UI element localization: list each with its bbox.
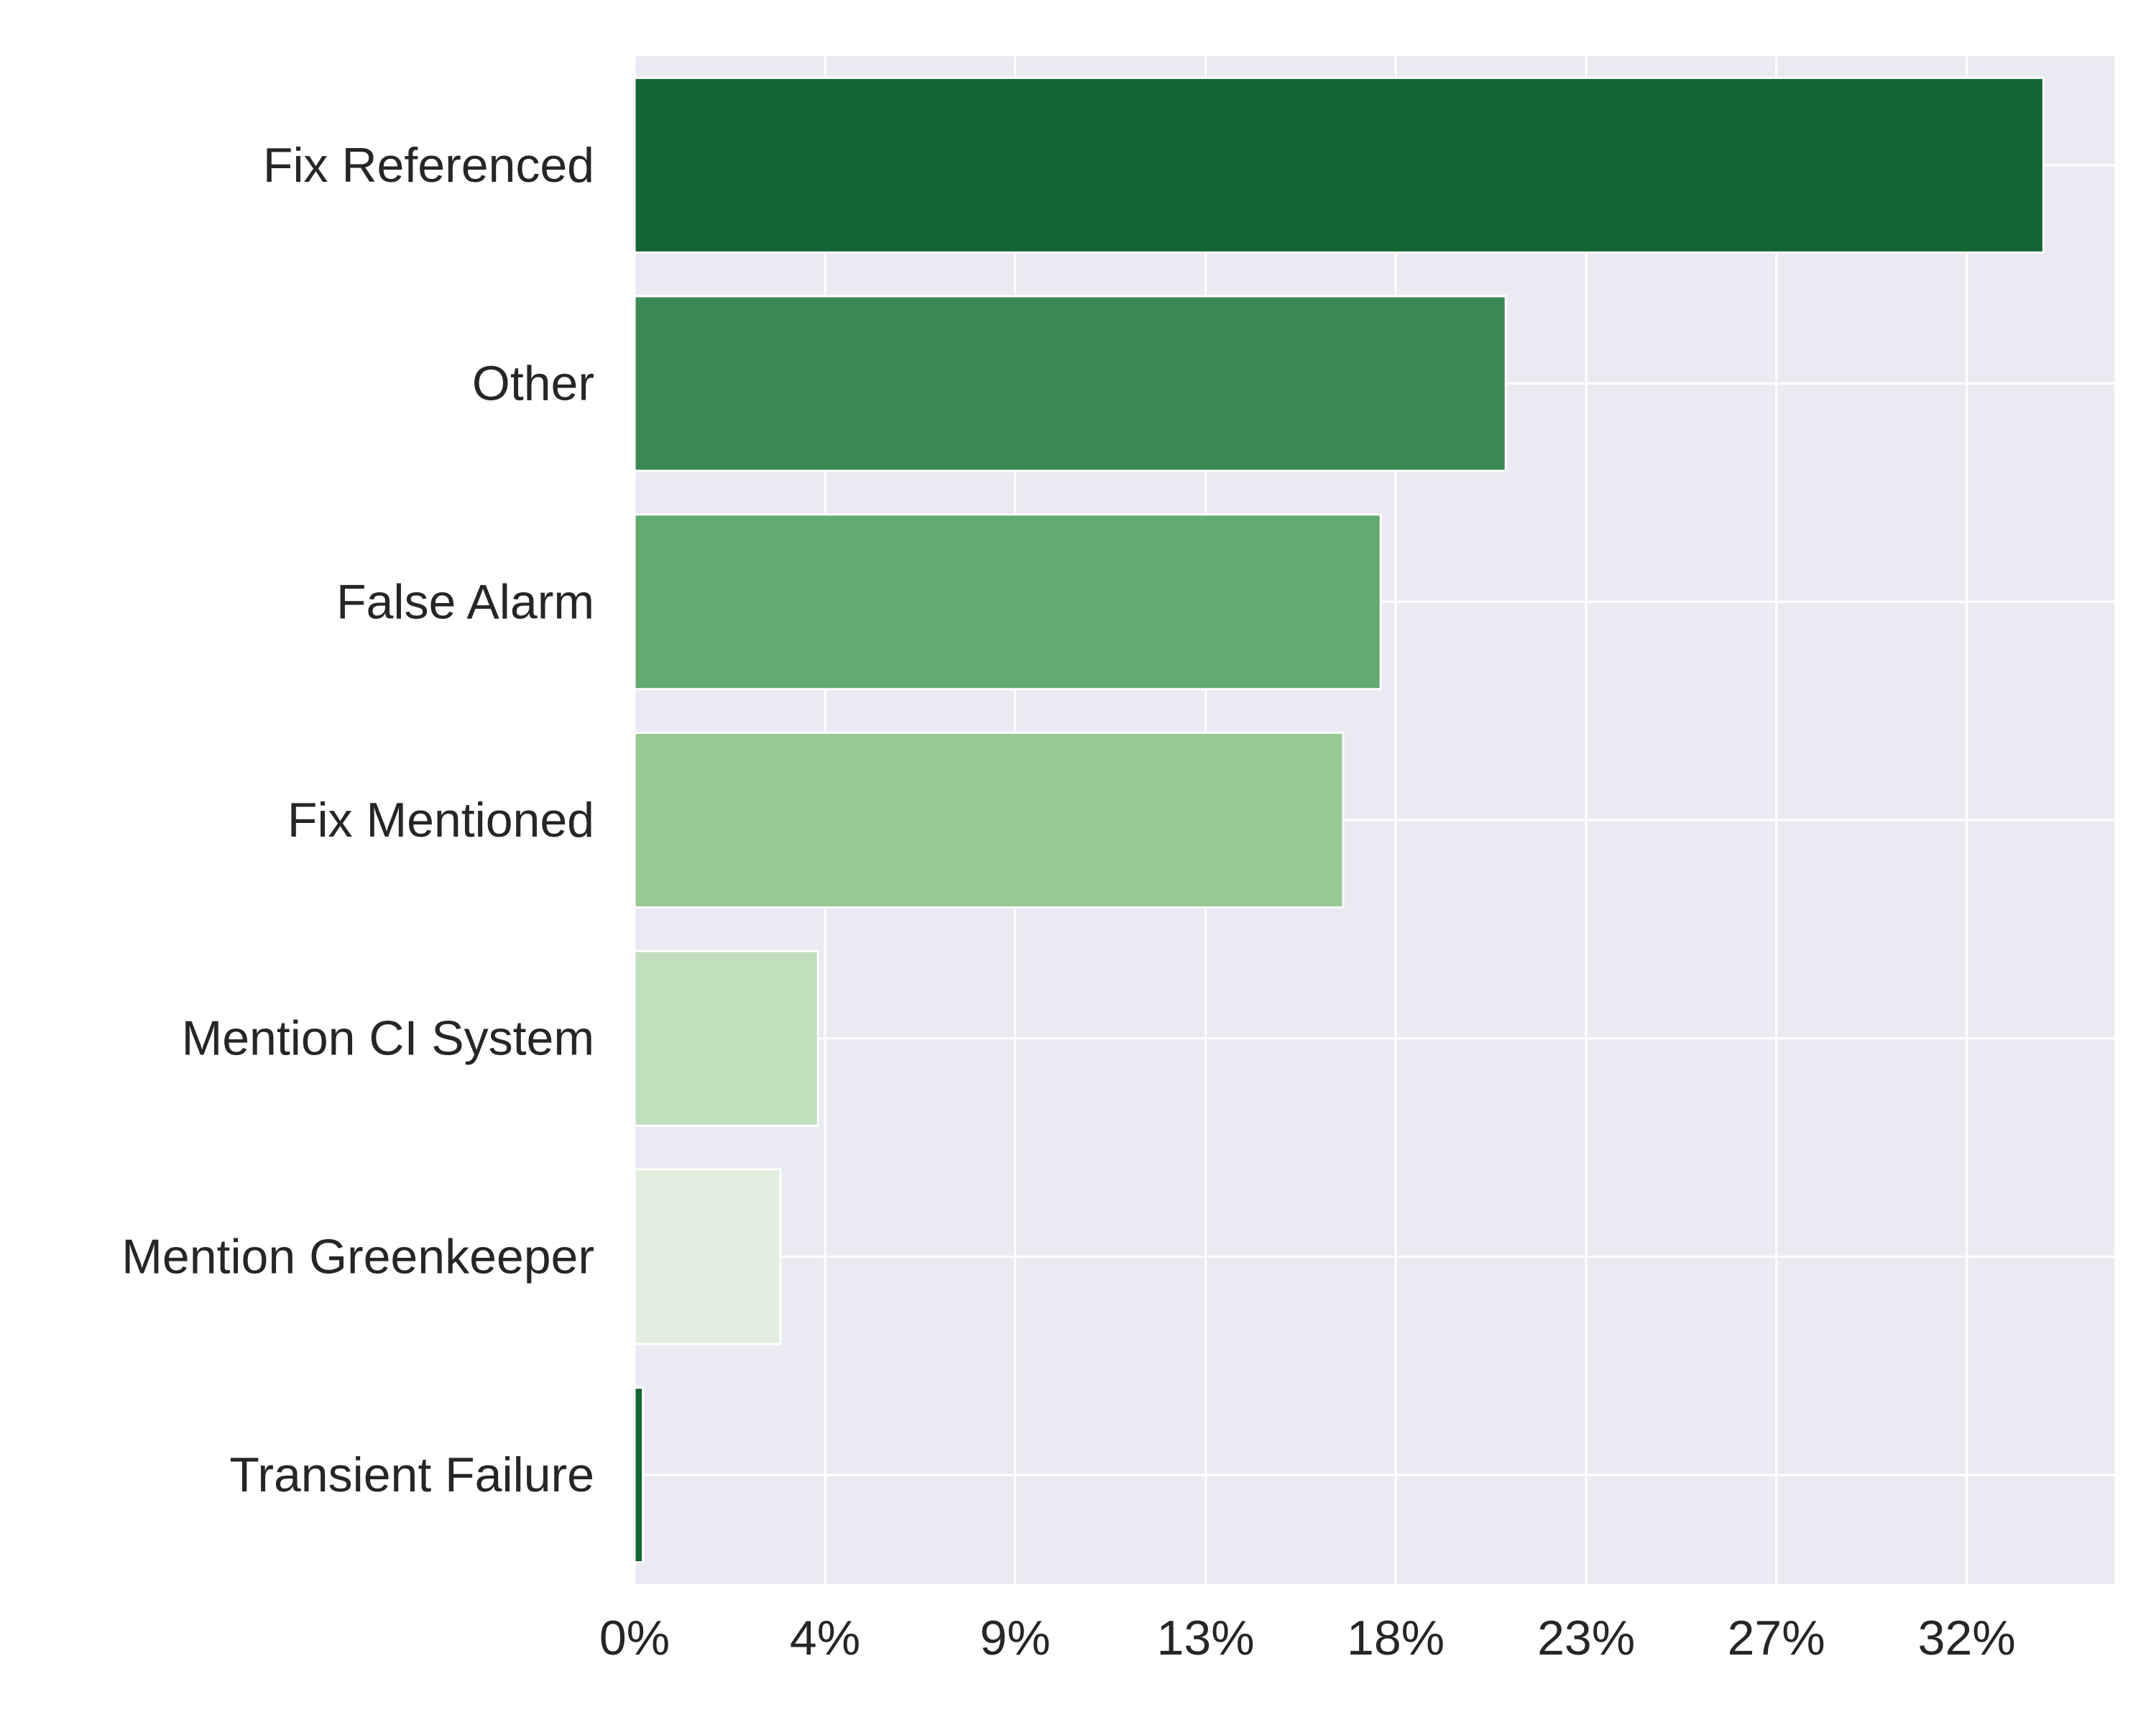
category-label: Transient Failure <box>229 1448 594 1502</box>
x-tick-label: 27% <box>1728 1611 1825 1665</box>
bar <box>633 76 2045 254</box>
x-tick-labels: 0% 4% 9% 13% 18% 23% 27% 32% <box>599 1611 2016 1665</box>
x-tick-label: 23% <box>1537 1611 1635 1665</box>
bar <box>633 1168 782 1346</box>
bar <box>633 295 1507 472</box>
category-label: Fix Mentioned <box>287 793 594 847</box>
bar <box>633 949 819 1127</box>
x-tick-label: 18% <box>1347 1611 1445 1665</box>
x-tick-label: 0% <box>599 1611 670 1665</box>
bar <box>633 513 1382 691</box>
category-label: Fix Referenced <box>263 138 594 193</box>
category-labels: Fix Referenced Other False Alarm Fix Mentio… <box>121 138 594 1502</box>
x-tick-label: 32% <box>1918 1611 2016 1665</box>
category-label: Mention CI System <box>182 1011 594 1066</box>
category-label: Other <box>472 356 594 411</box>
category-label: False Alarm <box>336 574 594 629</box>
x-tick-label: 9% <box>980 1611 1050 1665</box>
bar <box>633 1386 645 1564</box>
x-tick-label: 13% <box>1157 1611 1255 1665</box>
x-tick-label: 4% <box>790 1611 860 1665</box>
bars <box>633 76 2045 1564</box>
bar <box>633 732 1345 908</box>
category-label: Mention Greenkeeper <box>121 1229 594 1284</box>
